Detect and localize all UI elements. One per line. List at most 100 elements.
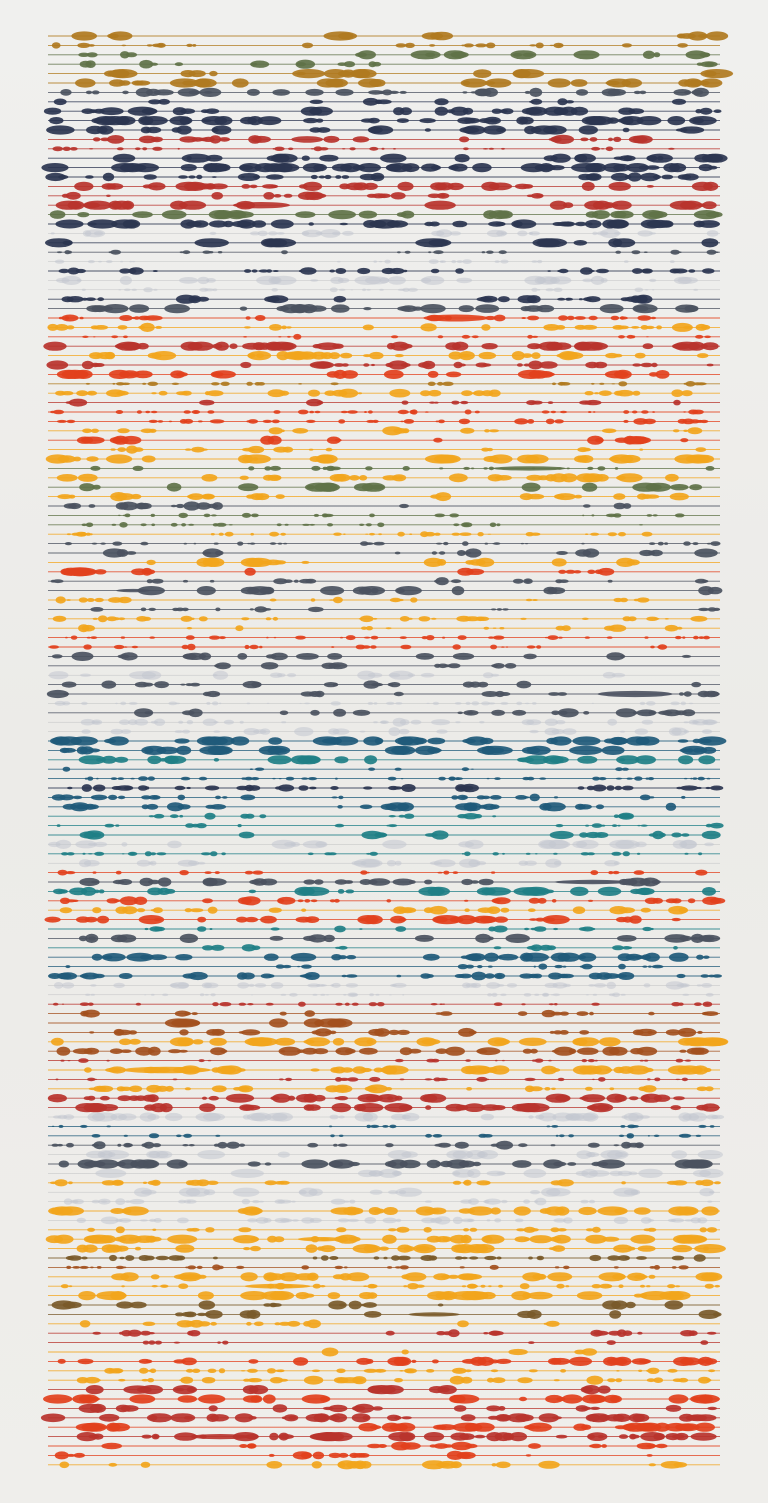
ink-line [48,134,720,144]
ink-blob [484,429,490,433]
ink-blob [439,1003,443,1005]
ink-blob [537,259,543,264]
ink-blob [395,1266,401,1269]
ink-blob [428,251,432,254]
ink-blob [486,982,501,989]
ink-blob [653,617,660,620]
ink-blob [118,973,133,979]
ink-blob [522,1048,533,1054]
ink-blob [473,69,492,78]
ink-line [48,59,720,69]
ink-blob [627,616,637,622]
ink-blob [254,606,268,613]
ink-blob [642,926,653,932]
ink-blob [86,748,101,753]
ink-blob [91,428,99,433]
ink-blob [360,870,368,875]
ink-blob [424,411,429,413]
ink-blob [494,260,500,263]
ink-blob [580,1406,592,1411]
ink-blob [553,860,562,866]
ink-blob [646,1285,651,1288]
ink-blob [140,1219,148,1222]
ink-blob [590,965,594,968]
ink-line [46,689,720,699]
ink-blob [578,298,583,301]
ink-blob [80,1124,88,1128]
ink-blob [114,493,135,501]
ink-blob [566,467,570,470]
ink-blob [498,1406,506,1411]
ink-blob [248,983,255,988]
ink-blob [278,1078,284,1081]
ink-blob [581,1424,592,1430]
ink-blob [280,993,287,996]
ink-blob [215,163,231,172]
ink-blob [273,748,288,753]
ink-blob [478,1150,499,1160]
ink-blob [143,315,163,321]
ink-blob [143,174,157,180]
ink-blob [352,136,370,143]
ink-blob [91,953,103,961]
ink-blob [475,304,500,313]
ink-blob [692,542,699,546]
ink-blob [73,1452,86,1458]
ink-blob [703,635,710,640]
ink-blob [244,269,252,273]
ink-blob [280,532,287,536]
ink-blob [338,795,344,800]
ink-blob [250,994,254,996]
ink-blob [456,260,463,264]
ink-blob [285,326,292,329]
ink-blob [475,1066,492,1074]
ink-blob [336,260,341,263]
ink-line [48,1282,720,1290]
ink-blob [98,889,105,894]
ink-line [48,1150,723,1160]
ink-blob [150,852,157,856]
ink-blob [46,125,75,135]
ink-blob [138,785,148,791]
ink-blob [430,165,441,171]
ink-blob [66,296,84,303]
ink-blob [86,636,91,639]
ink-line [48,219,720,229]
ink-blob [214,692,220,696]
ink-blob [191,1012,198,1016]
ink-blob [54,259,65,264]
ink-line [48,1058,720,1063]
ink-blob [538,361,558,369]
ink-line [48,1140,720,1150]
ink-blob [411,1359,417,1363]
ink-blob [632,304,658,314]
ink-blob [304,916,320,923]
ink-blob [94,569,107,575]
ink-line [48,78,723,88]
ink-blob [201,448,208,451]
ink-blob [306,1319,321,1329]
ink-blob [158,390,168,396]
ink-blob [434,513,446,518]
ink-blob [519,116,534,125]
ink-blob [706,1378,712,1382]
ink-blob [175,503,185,509]
ink-blob [581,542,585,545]
ink-blob [431,830,449,840]
ink-blob [249,608,254,611]
ink-blob [548,756,569,764]
ink-blob [90,993,96,996]
ink-blob [324,174,332,180]
ink-blob [312,993,318,996]
ink-blob [81,701,88,706]
ink-blob [698,852,703,856]
ink-blob [44,916,61,923]
ink-blob [307,852,314,856]
ink-blob [131,645,139,649]
ink-blob [676,626,683,630]
ink-blob [705,992,714,997]
ink-line [48,1112,725,1122]
ink-blob [127,1329,142,1337]
ink-blob [352,1066,367,1074]
ink-blob [81,624,95,632]
